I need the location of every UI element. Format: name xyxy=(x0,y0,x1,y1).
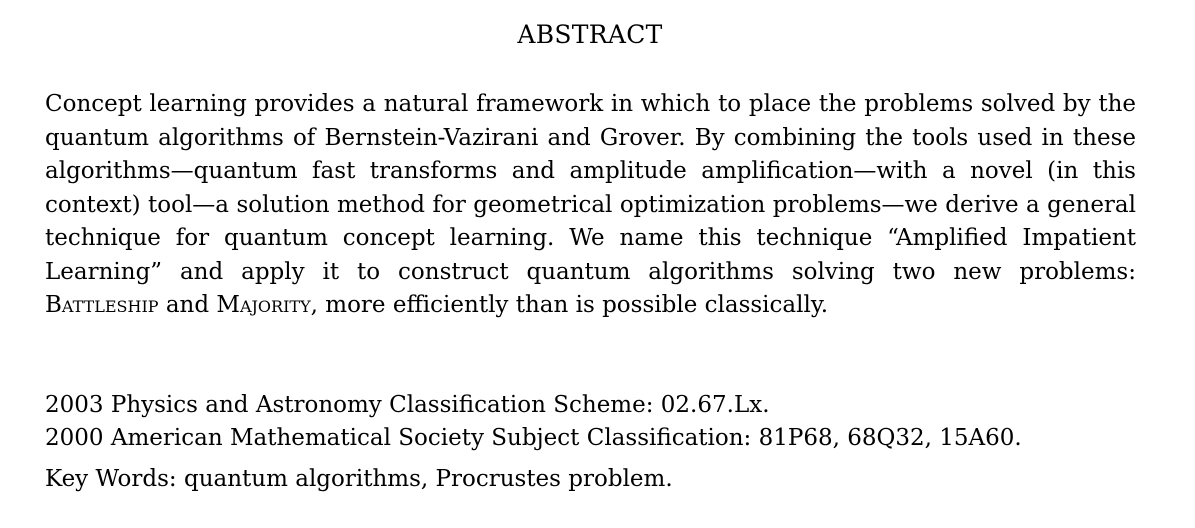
problem-name-battleship: Battleship xyxy=(45,292,159,318)
ams-classification: 2000 American Mathematical Society Subje… xyxy=(45,425,1022,451)
pacs-classification: 2003 Physics and Astronomy Classificatio… xyxy=(45,392,770,418)
abstract-text-part3: , more efficiently than is possible clas… xyxy=(310,292,829,318)
abstract-body: Concept learning provides a natural fram… xyxy=(45,88,1136,323)
problem-name-majority: Majority xyxy=(216,292,311,318)
abstract-text-part2: and xyxy=(158,292,217,318)
abstract-heading: ABSTRACT xyxy=(517,20,663,49)
keywords: Key Words: quantum algorithms, Procruste… xyxy=(45,466,673,492)
abstract-text-part1: Concept learning provides a natural fram… xyxy=(45,91,1136,285)
